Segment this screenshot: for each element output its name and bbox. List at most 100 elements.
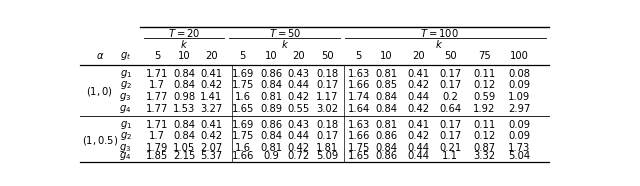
Text: 1.09: 1.09 <box>508 92 531 102</box>
Text: 0.41: 0.41 <box>407 120 429 130</box>
Text: 0.42: 0.42 <box>200 131 223 141</box>
Text: 1.66: 1.66 <box>348 81 370 90</box>
Text: 1.53: 1.53 <box>173 104 195 114</box>
Text: 0.43: 0.43 <box>288 69 310 79</box>
Text: 5: 5 <box>356 51 362 61</box>
Text: 1.77: 1.77 <box>146 104 168 114</box>
Text: 0.42: 0.42 <box>407 81 429 90</box>
Text: 0.12: 0.12 <box>473 81 495 90</box>
Text: 20: 20 <box>412 51 424 61</box>
Text: 0.11: 0.11 <box>473 120 495 130</box>
Text: $T=50$: $T=50$ <box>269 27 301 39</box>
Text: $T=100$: $T=100$ <box>420 27 458 39</box>
Text: $k$: $k$ <box>435 38 443 50</box>
Text: 0.9: 0.9 <box>263 151 279 161</box>
Text: $g_3$: $g_3$ <box>120 142 132 154</box>
Text: 0.42: 0.42 <box>287 143 310 153</box>
Text: 0.11: 0.11 <box>473 69 495 79</box>
Text: 0.17: 0.17 <box>439 81 461 90</box>
Text: 1.92: 1.92 <box>473 104 495 114</box>
Text: 0.43: 0.43 <box>288 120 310 130</box>
Text: 0.17: 0.17 <box>316 81 338 90</box>
Text: 0.98: 0.98 <box>173 92 195 102</box>
Text: 0.44: 0.44 <box>407 143 429 153</box>
Text: $g_2$: $g_2$ <box>120 130 132 142</box>
Text: 0.44: 0.44 <box>288 81 310 90</box>
Text: $g_3$: $g_3$ <box>120 91 132 103</box>
Text: 1.41: 1.41 <box>200 92 223 102</box>
Text: $g_4$: $g_4$ <box>120 150 132 162</box>
Text: 0.09: 0.09 <box>508 131 531 141</box>
Text: 20: 20 <box>205 51 218 61</box>
Text: 0.86: 0.86 <box>376 151 397 161</box>
Text: 0.84: 0.84 <box>260 81 282 90</box>
Text: 0.84: 0.84 <box>173 69 195 79</box>
Text: 75: 75 <box>478 51 491 61</box>
Text: 1.75: 1.75 <box>232 81 254 90</box>
Text: 0.17: 0.17 <box>439 69 461 79</box>
Text: 2.07: 2.07 <box>200 143 223 153</box>
Text: 1.79: 1.79 <box>146 143 168 153</box>
Text: 10: 10 <box>380 51 393 61</box>
Text: 1.69: 1.69 <box>232 69 254 79</box>
Text: 1.7: 1.7 <box>149 81 165 90</box>
Text: 0.86: 0.86 <box>260 69 282 79</box>
Text: 5.37: 5.37 <box>200 151 223 161</box>
Text: 100: 100 <box>510 51 529 61</box>
Text: 0.44: 0.44 <box>407 92 429 102</box>
Text: 5.04: 5.04 <box>508 151 531 161</box>
Text: 0.64: 0.64 <box>439 104 461 114</box>
Text: 0.41: 0.41 <box>200 69 223 79</box>
Text: 2.15: 2.15 <box>173 151 195 161</box>
Text: 0.42: 0.42 <box>407 131 429 141</box>
Text: 0.55: 0.55 <box>287 104 310 114</box>
Text: $g_t$: $g_t$ <box>120 50 131 62</box>
Text: 0.09: 0.09 <box>508 120 531 130</box>
Text: 1.05: 1.05 <box>173 143 195 153</box>
Text: 1.6: 1.6 <box>235 143 251 153</box>
Text: 0.59: 0.59 <box>473 92 495 102</box>
Text: 0.12: 0.12 <box>473 131 495 141</box>
Text: 20: 20 <box>292 51 305 61</box>
Text: 0.42: 0.42 <box>407 104 429 114</box>
Text: 0.44: 0.44 <box>288 131 310 141</box>
Text: 0.86: 0.86 <box>260 120 282 130</box>
Text: 0.81: 0.81 <box>376 69 397 79</box>
Text: 0.84: 0.84 <box>173 81 195 90</box>
Text: 1.75: 1.75 <box>348 143 370 153</box>
Text: $(1,0.5)$: $(1,0.5)$ <box>82 134 118 147</box>
Text: 0.84: 0.84 <box>173 120 195 130</box>
Text: 0.41: 0.41 <box>407 69 429 79</box>
Text: 0.17: 0.17 <box>439 120 461 130</box>
Text: 1.17: 1.17 <box>316 92 338 102</box>
Text: 5: 5 <box>239 51 246 61</box>
Text: 5.09: 5.09 <box>316 151 338 161</box>
Text: $T=20$: $T=20$ <box>168 27 200 39</box>
Text: 0.17: 0.17 <box>316 131 338 141</box>
Text: 0.89: 0.89 <box>260 104 282 114</box>
Text: 0.84: 0.84 <box>173 131 195 141</box>
Text: $(1,0)$: $(1,0)$ <box>86 85 113 98</box>
Text: $\alpha$: $\alpha$ <box>95 51 104 61</box>
Text: 1.81: 1.81 <box>316 143 338 153</box>
Text: 0.81: 0.81 <box>376 120 397 130</box>
Text: 50: 50 <box>444 51 456 61</box>
Text: 0.81: 0.81 <box>260 143 282 153</box>
Text: 0.18: 0.18 <box>316 120 338 130</box>
Text: 1.73: 1.73 <box>508 143 531 153</box>
Text: $g_1$: $g_1$ <box>120 68 132 80</box>
Text: 1.1: 1.1 <box>442 151 458 161</box>
Text: 1.75: 1.75 <box>232 131 254 141</box>
Text: 1.85: 1.85 <box>146 151 168 161</box>
Text: 1.69: 1.69 <box>232 120 254 130</box>
Text: $k$: $k$ <box>281 38 289 50</box>
Text: 10: 10 <box>265 51 277 61</box>
Text: 0.09: 0.09 <box>508 81 531 90</box>
Text: 10: 10 <box>178 51 191 61</box>
Text: 1.6: 1.6 <box>235 92 251 102</box>
Text: 0.85: 0.85 <box>376 81 397 90</box>
Text: 0.84: 0.84 <box>376 92 397 102</box>
Text: 3.02: 3.02 <box>316 104 338 114</box>
Text: $g_1$: $g_1$ <box>120 119 132 131</box>
Text: 0.84: 0.84 <box>376 143 397 153</box>
